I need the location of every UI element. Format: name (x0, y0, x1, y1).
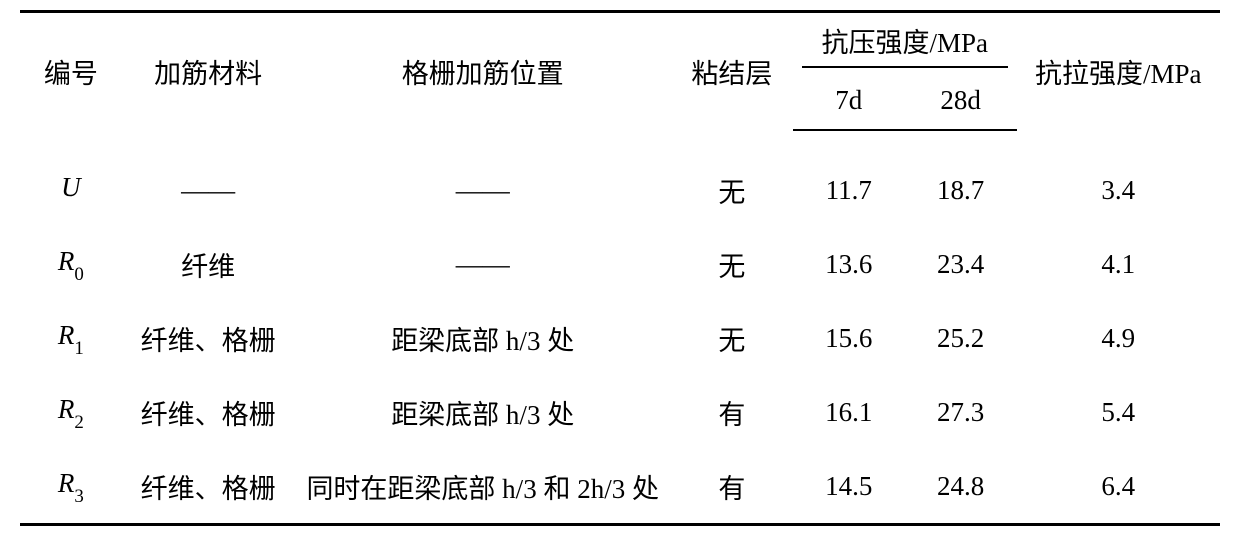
cell-id: R1 (20, 301, 122, 375)
cell-id: R2 (20, 375, 122, 449)
cell-28d: 24.8 (905, 449, 1017, 525)
cell-position: —— (295, 227, 671, 301)
id-sub: 0 (74, 264, 83, 285)
cell-id: U (20, 153, 122, 227)
cell-28d: 25.2 (905, 301, 1017, 375)
col-header-position: 格栅加筋位置 (295, 12, 671, 131)
cell-7d: 14.5 (793, 449, 905, 525)
cell-tensile: 6.4 (1017, 449, 1220, 525)
col-header-compressive-label: 抗压强度/MPa (802, 17, 1008, 68)
table-row: R1 纤维、格栅 距梁底部 h/3 处 无 15.6 25.2 4.9 (20, 301, 1220, 375)
cell-7d: 15.6 (793, 301, 905, 375)
cell-tensile: 4.9 (1017, 301, 1220, 375)
cell-material: 纤维 (122, 227, 295, 301)
cell-28d: 23.4 (905, 227, 1017, 301)
col-header-7d: 7d (793, 71, 905, 130)
table-row: R0 纤维 —— 无 13.6 23.4 4.1 (20, 227, 1220, 301)
id-main: R (58, 394, 75, 424)
cell-28d: 27.3 (905, 375, 1017, 449)
col-header-bond: 粘结层 (671, 12, 793, 131)
cell-bond: 无 (671, 301, 793, 375)
table-container: 编号 加筋材料 格栅加筋位置 粘结层 抗压强度/MPa 抗拉强度/MPa 7d … (0, 0, 1240, 526)
data-table: 编号 加筋材料 格栅加筋位置 粘结层 抗压强度/MPa 抗拉强度/MPa 7d … (20, 10, 1220, 526)
cell-bond: 无 (671, 153, 793, 227)
table-row: R2 纤维、格栅 距梁底部 h/3 处 有 16.1 27.3 5.4 (20, 375, 1220, 449)
cell-position: 距梁底部 h/3 处 (295, 301, 671, 375)
cell-material: 纤维、格栅 (122, 375, 295, 449)
cell-28d: 18.7 (905, 153, 1017, 227)
cell-tensile: 4.1 (1017, 227, 1220, 301)
col-header-material: 加筋材料 (122, 12, 295, 131)
cell-7d: 16.1 (793, 375, 905, 449)
id-sub: 3 (74, 486, 83, 507)
cell-7d: 13.6 (793, 227, 905, 301)
cell-material: —— (122, 153, 295, 227)
id-main: R (58, 468, 75, 498)
id-sub: 1 (74, 338, 83, 359)
col-header-28d: 28d (905, 71, 1017, 130)
id-main: U (61, 172, 81, 202)
cell-bond: 有 (671, 449, 793, 525)
cell-tensile: 3.4 (1017, 153, 1220, 227)
cell-position: 同时在距梁底部 h/3 和 2h/3 处 (295, 449, 671, 525)
cell-id: R0 (20, 227, 122, 301)
cell-position: 距梁底部 h/3 处 (295, 375, 671, 449)
spacer (20, 130, 1220, 153)
cell-material: 纤维、格栅 (122, 301, 295, 375)
col-header-tensile: 抗拉强度/MPa (1017, 12, 1220, 131)
cell-bond: 有 (671, 375, 793, 449)
cell-7d: 11.7 (793, 153, 905, 227)
cell-tensile: 5.4 (1017, 375, 1220, 449)
col-header-id: 编号 (20, 12, 122, 131)
cell-material: 纤维、格栅 (122, 449, 295, 525)
col-header-compressive-group: 抗压强度/MPa (793, 12, 1017, 72)
table-row: U —— —— 无 11.7 18.7 3.4 (20, 153, 1220, 227)
id-main: R (58, 246, 75, 276)
cell-id: R3 (20, 449, 122, 525)
id-main: R (58, 320, 75, 350)
cell-bond: 无 (671, 227, 793, 301)
cell-position: —— (295, 153, 671, 227)
table-row: R3 纤维、格栅 同时在距梁底部 h/3 和 2h/3 处 有 14.5 24.… (20, 449, 1220, 525)
id-sub: 2 (74, 412, 83, 433)
